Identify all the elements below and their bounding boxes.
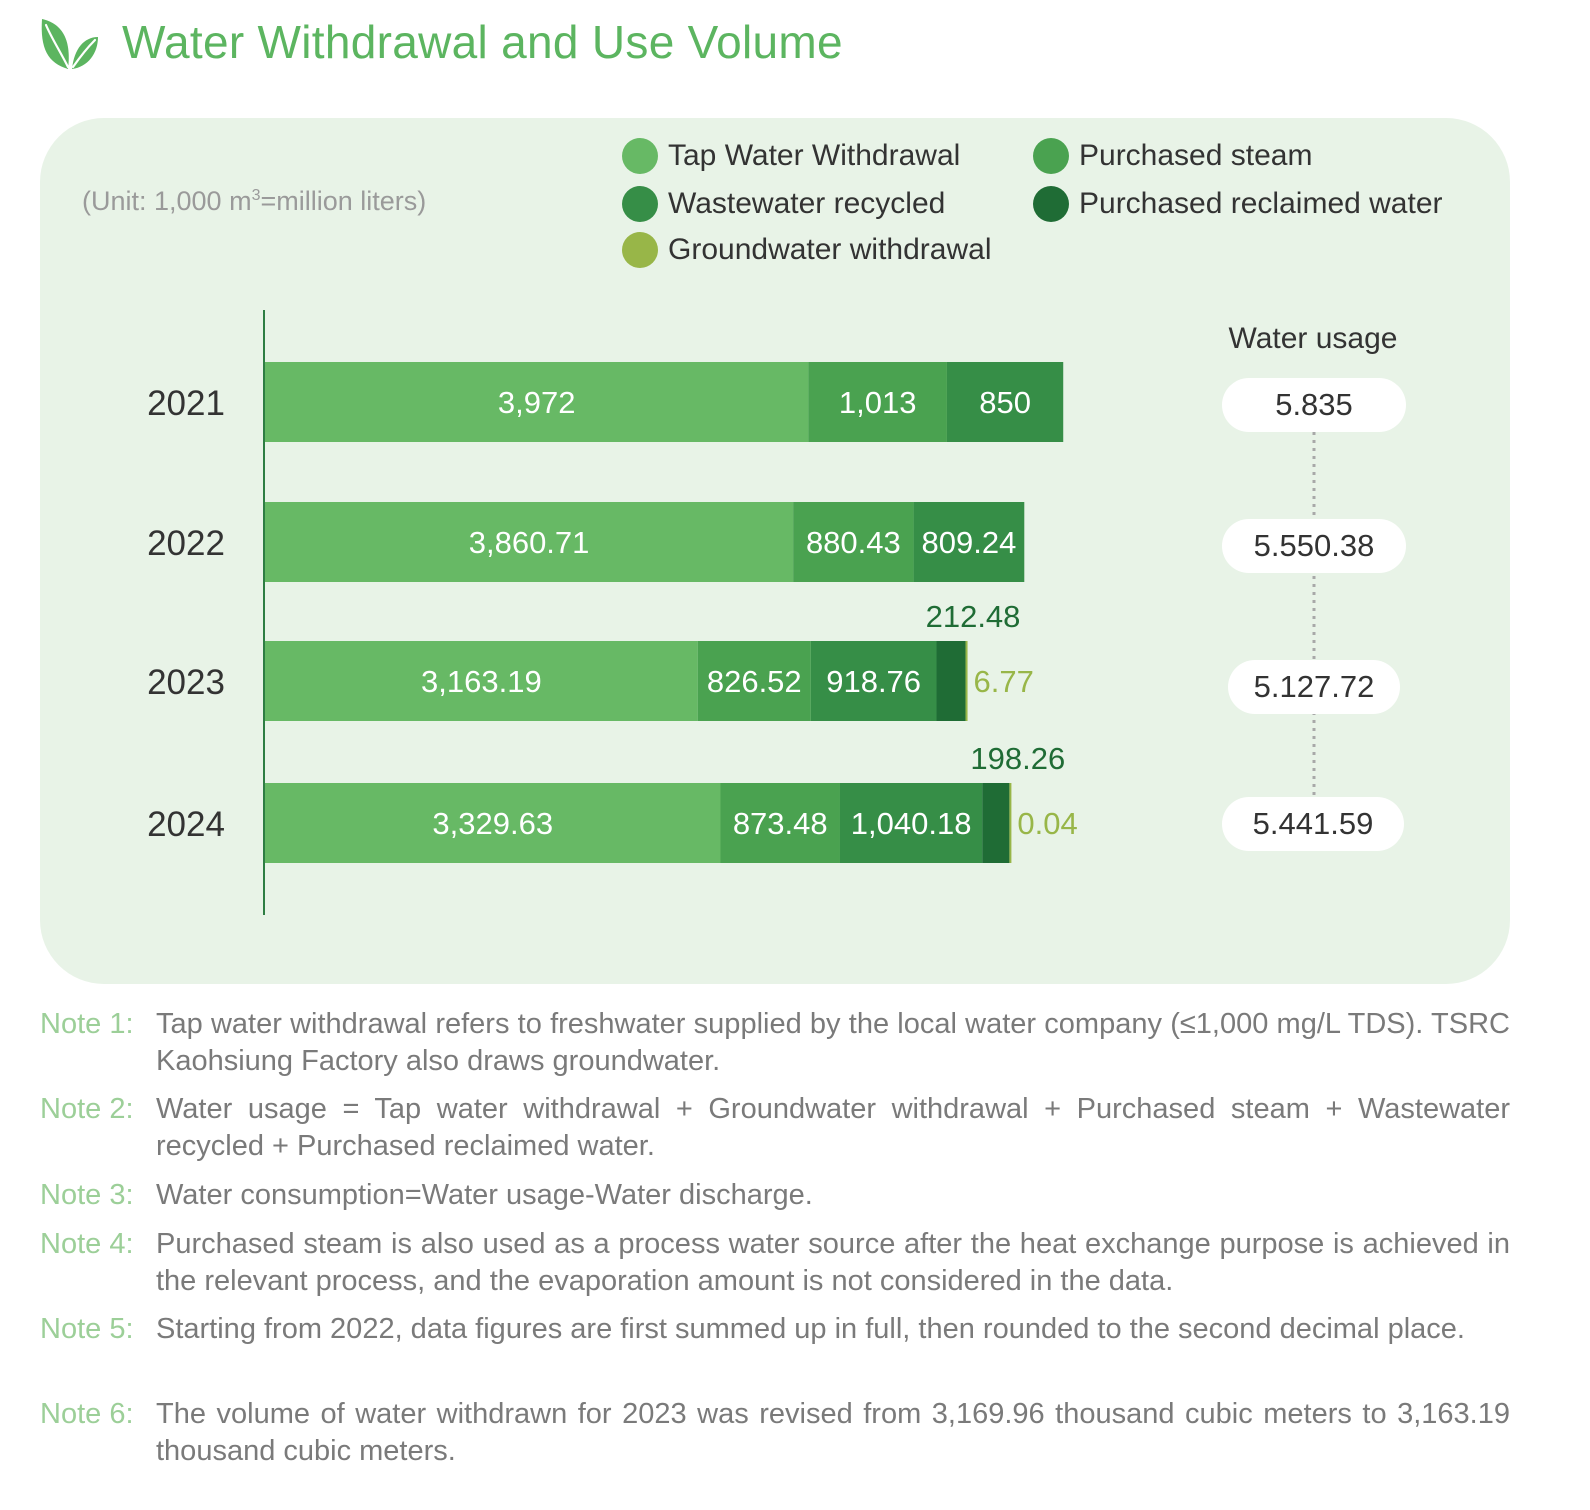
title-row: Water Withdrawal and Use Volume — [38, 10, 843, 74]
note-label: Note 3: — [40, 1179, 134, 1211]
note-4: Note 4: Purchased steam is also used as … — [40, 1226, 1510, 1300]
data-label-reclaimed-2023: 212.48 — [926, 599, 1021, 634]
bar-groundwater-2024 — [1009, 783, 1012, 863]
note-text: Purchased steam is also used as a proces… — [156, 1228, 1510, 1297]
note-text: Starting from 2022, data figures are fir… — [156, 1313, 1465, 1345]
note-3: Note 3: Water consumption=Water usage-Wa… — [40, 1177, 1510, 1214]
data-label-steam-2023: 826.52 — [707, 664, 802, 699]
legend-label: Wastewater recycled — [668, 187, 946, 220]
data-label-reclaimed-2024: 198.26 — [970, 741, 1065, 776]
legend-item-groundwater-withdrawal: Groundwater withdrawal — [622, 232, 991, 268]
legend-swatch — [1033, 186, 1069, 222]
legend-swatch — [1033, 138, 1069, 174]
unit-note-superscript: 3 — [251, 187, 261, 204]
bar-steam-2022 — [793, 502, 914, 582]
year-label-2023: 2023 — [147, 663, 225, 702]
water-usage-pill-2023: 5.127.72 — [1228, 660, 1400, 714]
stacked-bar-chart: 2021 3,972 1,013 850 2022 3,860.71 880.43 809.2… — [147, 310, 1316, 915]
legend-swatch — [622, 186, 658, 222]
legend-swatch — [622, 232, 658, 268]
bar-wastewater-2021 — [946, 362, 1064, 442]
data-label-tap-2023: 3,163.19 — [421, 664, 542, 699]
legend-label: Groundwater withdrawal — [668, 233, 992, 266]
note-5: Note 5: Starting from 2022, data figures… — [40, 1311, 1510, 1348]
note-text: The volume of water withdrawn for 2023 w… — [156, 1398, 1510, 1467]
data-label-groundwater-2023: 6.77 — [974, 664, 1034, 699]
data-label-tap-2024: 3,329.63 — [432, 806, 553, 841]
bar-steam-2023 — [697, 641, 811, 721]
note-label: Note 6: — [40, 1398, 134, 1430]
bar-steam-2021 — [808, 362, 947, 442]
legend-label: Tap Water Withdrawal — [668, 139, 961, 172]
bar-tap-2021 — [265, 362, 809, 442]
note-text: Tap water withdrawal refers to freshwate… — [156, 1008, 1510, 1077]
unit-note: (Unit: 1,000 m3=million liters) — [82, 186, 426, 217]
water-usage-pill-2022: 5.550.38 — [1222, 519, 1406, 573]
note-6: Note 6: The volume of water withdrawn fo… — [40, 1396, 1510, 1470]
data-label-wastewater-2022: 809.24 — [922, 525, 1017, 560]
bar-tap-2024 — [265, 783, 721, 863]
data-label-wastewater-2023: 918.76 — [826, 664, 921, 699]
bar-steam-2024 — [720, 783, 840, 863]
data-label-tap-2022: 3,860.71 — [469, 525, 590, 560]
note-text: Water usage = Tap water withdrawal + Gro… — [156, 1093, 1510, 1162]
note-label: Note 2: — [40, 1093, 134, 1125]
data-label-wastewater-2021: 850 — [979, 385, 1031, 420]
leaf-icon — [41, 19, 98, 69]
legend-label: Purchased steam — [1079, 139, 1313, 172]
note-label: Note 4: — [40, 1228, 134, 1260]
note-text: Water consumption=Water usage-Water disc… — [156, 1179, 813, 1211]
year-label-2022: 2022 — [147, 524, 225, 563]
legend-item-wastewater-recycled: Wastewater recycled — [622, 186, 945, 222]
bar-reclaimed-2024 — [982, 783, 1010, 863]
legend-item-tap-water: Tap Water Withdrawal — [622, 138, 960, 174]
note-label: Note 1: — [40, 1008, 134, 1040]
year-label-2021: 2021 — [147, 384, 225, 423]
note-1: Note 1: Tap water withdrawal refers to f… — [40, 1006, 1510, 1080]
page-title: Water Withdrawal and Use Volume — [122, 16, 843, 68]
bar-tap-2023 — [265, 641, 698, 721]
data-label-wastewater-2024: 1,040.18 — [851, 806, 972, 841]
legend-swatch — [622, 138, 658, 174]
bar-reclaimed-2023 — [936, 641, 966, 721]
bar-tap-2022 — [265, 502, 794, 582]
legend-item-purchased-steam: Purchased steam — [1033, 138, 1312, 174]
data-label-steam-2024: 873.48 — [733, 806, 828, 841]
year-label-2024: 2024 — [147, 805, 225, 844]
bar-wastewater-2024 — [839, 783, 983, 863]
water-usage-pill-2024: 5.441.59 — [1222, 797, 1404, 851]
note-2: Note 2: Water usage = Tap water withdraw… — [40, 1091, 1510, 1165]
water-usage-pill-2021: 5.835 — [1222, 378, 1406, 432]
unit-note-suffix: =million liters) — [260, 186, 427, 216]
note-label: Note 5: — [40, 1313, 134, 1345]
water-usage-title: Water usage — [1228, 322, 1398, 355]
bar-wastewater-2022 — [913, 502, 1025, 582]
legend-item-purchased-reclaimed-water: Purchased reclaimed water — [1033, 186, 1443, 222]
data-label-steam-2021: 1,013 — [839, 385, 917, 420]
legend-label: Purchased reclaimed water — [1079, 187, 1443, 220]
data-label-steam-2022: 880.43 — [806, 525, 901, 560]
data-label-groundwater-2024: 0.04 — [1017, 806, 1077, 841]
unit-note-prefix: (Unit: 1,000 m — [82, 186, 252, 216]
bar-wastewater-2023 — [810, 641, 937, 721]
bar-groundwater-2023 — [965, 641, 968, 721]
data-label-tap-2021: 3,972 — [498, 385, 576, 420]
